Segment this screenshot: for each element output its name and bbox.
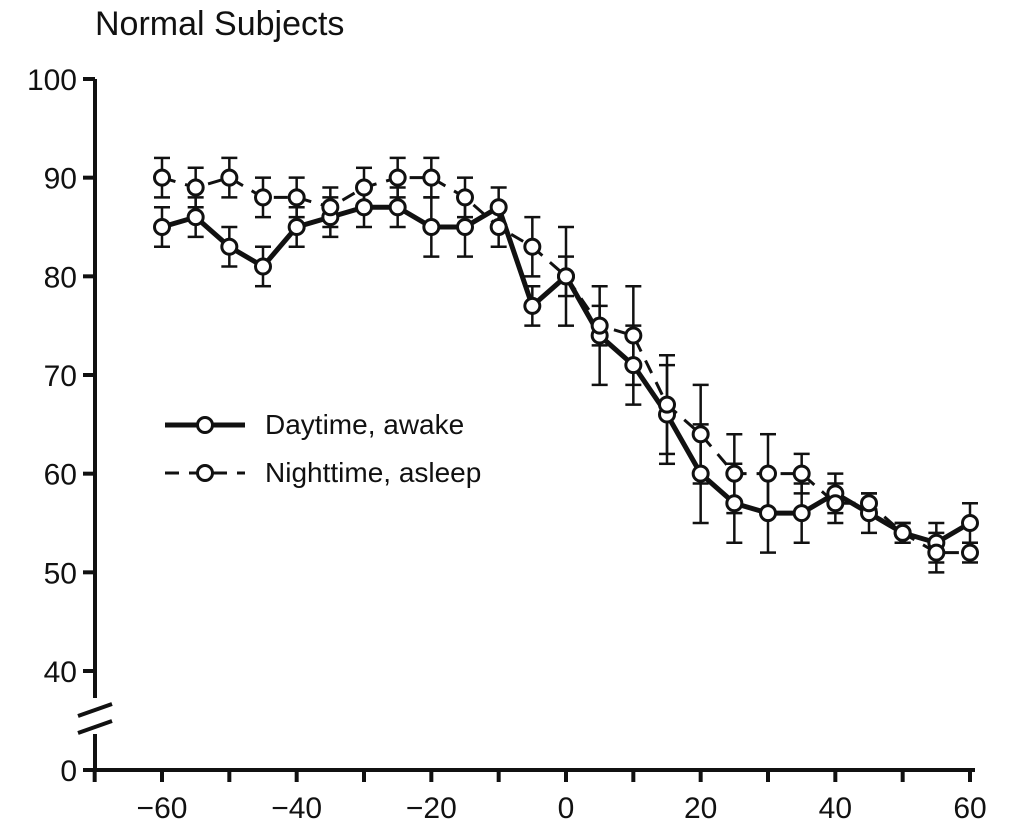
x-tick-label--40: −40 [271,792,322,825]
axis-break-mark-upper [77,702,113,718]
x-tick-label--20: −20 [406,792,457,825]
y-tick-label-60: 60 [44,459,77,492]
series-1-point-4 [287,218,306,236]
y-tick-label-80: 80 [44,261,77,294]
series-1-point-19 [792,504,811,523]
series-1-point-1 [186,208,205,227]
legend: Daytime, awake Nighttime, asleep [165,409,481,488]
series-1-point-11 [523,296,542,315]
y-tick-label-50: 50 [44,557,77,590]
series-layer [153,156,979,574]
series-1-point-8 [422,218,441,236]
series-2-point-9 [456,188,474,207]
series-1-point-17 [725,494,744,513]
series-1-point-3 [254,257,272,276]
series-1-point-10 [489,198,508,217]
series-2-point-11 [523,237,542,256]
series-1-point-2 [220,237,239,256]
y-tick-label-90: 90 [44,163,77,196]
series-2-point-23 [927,543,946,562]
series-2-point-8 [422,168,441,187]
series-2-point-16 [691,425,710,444]
y-tick-label-70: 70 [44,360,77,393]
x-tick-label--60: −60 [137,792,188,825]
series-1-point-9 [456,218,474,236]
axes [77,79,975,772]
series-2-point-22 [893,523,912,542]
legend-label-daytime: Daytime, awake [265,409,464,440]
x-tick-label-60: 60 [953,792,986,825]
x-tick-label-20: 20 [684,792,717,825]
series-2-point-2 [220,168,239,187]
series-2-point-19 [792,464,811,483]
y-tick-label-0: 0 [60,755,77,788]
y-ticks: 0 40 50 60 70 80 90 100 [27,64,95,788]
series-1-point-6 [355,198,373,217]
series-2-point-20 [826,494,845,513]
series-2-point-7 [388,168,407,187]
series-1-point-14 [624,356,643,375]
series-1-point-16 [691,464,710,483]
series-2-point-1 [186,178,205,197]
series-2-point-12 [557,267,575,286]
series-1-point-0 [153,218,171,236]
series-2-point-24 [961,543,979,562]
series-2-point-13 [590,316,609,335]
series-1-point-18 [759,504,777,523]
series-2-point-15 [658,395,676,414]
axis-break-mark-lower [77,719,113,735]
y-tick-label-40: 40 [44,656,77,689]
series-2-point-18 [759,464,777,483]
x-tick-label-0: 0 [558,792,575,825]
series-2-point-6 [355,178,373,197]
series-2-point-0 [153,168,171,187]
series-2-point-17 [725,464,744,483]
legend-daytime-marker [196,416,214,434]
series-1-point-7 [388,198,407,217]
x-ticks: −60 −40 −20 0 20 40 60 [92,770,987,825]
series-2-point-21 [860,494,878,513]
series-2-point-3 [254,188,272,207]
series-2-point-4 [287,188,306,207]
series-1-point-24 [961,514,979,532]
series-2-point-5 [321,198,340,217]
y-tick-label-100: 100 [27,64,77,97]
legend-label-nighttime: Nighttime, asleep [265,457,481,488]
series-2-point-10 [489,218,508,236]
chart-title: Normal Subjects [95,5,344,43]
x-tick-label-40: 40 [819,792,852,825]
legend-nighttime-marker [196,464,214,482]
series-2-point-14 [624,326,643,345]
